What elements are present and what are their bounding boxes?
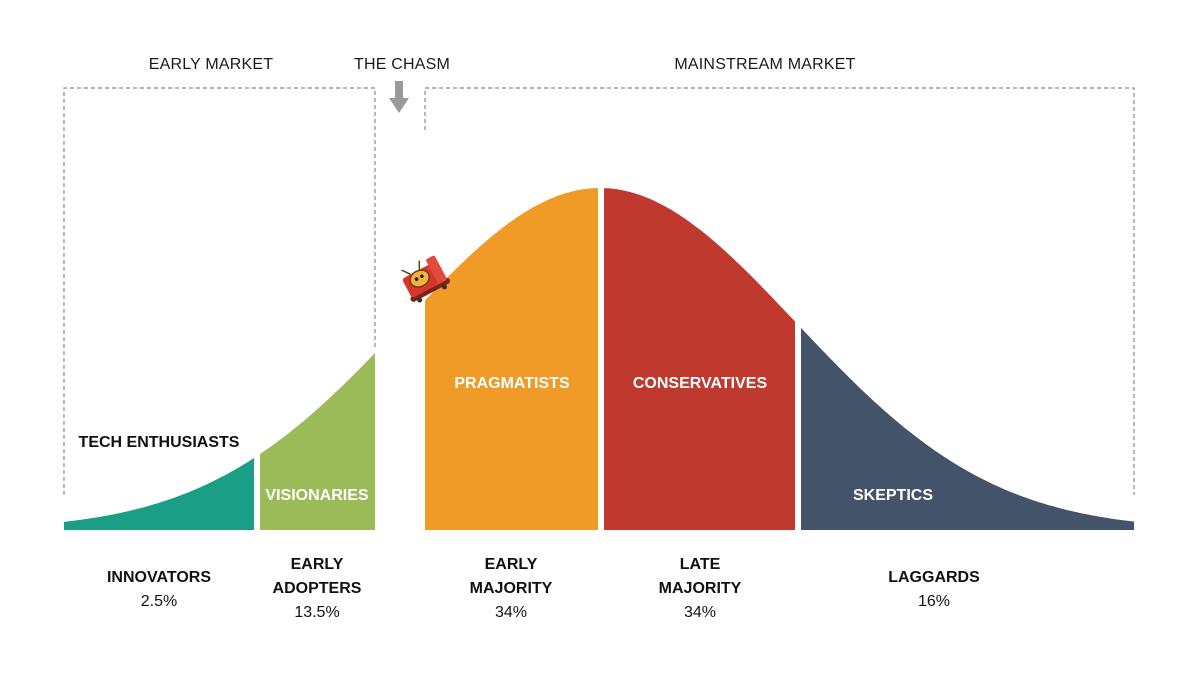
mainstream-market-bracket (424, 87, 1135, 495)
innovators-title: INNOVATORS (107, 569, 211, 586)
innovators-segment (64, 458, 254, 530)
early-adopters-title-line1: EARLY (291, 556, 344, 573)
tech-enthusiasts-label: TECH ENTHUSIASTS (79, 434, 240, 451)
early-majority-segment (425, 188, 598, 530)
innovators-percent: 2.5% (141, 593, 177, 610)
late-majority-percent: 34% (684, 604, 716, 621)
down-arrow-icon (389, 81, 409, 113)
visionaries-label: VISIONARIES (265, 487, 368, 504)
early-majority-title-line2: MAJORITY (470, 580, 553, 597)
late-majority-title-line2: MAJORITY (659, 580, 742, 597)
early-adopters-percent: 13.5% (294, 604, 339, 621)
late-majority-title-line1: LATE (680, 556, 721, 573)
early-market-bracket (63, 87, 376, 495)
early-market-label: EARLY MARKET (149, 56, 274, 73)
mascot-sled-icon (401, 255, 451, 303)
early-majority-percent: 34% (495, 604, 527, 621)
laggards-percent: 16% (918, 593, 950, 610)
early-majority-title-line1: EARLY (485, 556, 538, 573)
bell-curve (64, 188, 1134, 530)
mainstream-market-label: MAINSTREAM MARKET (674, 56, 855, 73)
early-adopters-title-line2: ADOPTERS (273, 580, 362, 597)
conservatives-label: CONSERVATIVES (633, 375, 768, 392)
skeptics-label: SKEPTICS (853, 487, 933, 504)
chasm-label: THE CHASM (354, 56, 450, 73)
early-adopters-segment (260, 353, 375, 530)
pragmatists-label: PRAGMATISTS (454, 375, 570, 392)
laggards-segment (801, 327, 1134, 530)
late-majority-segment (604, 188, 795, 530)
laggards-title: LAGGARDS (888, 569, 980, 586)
